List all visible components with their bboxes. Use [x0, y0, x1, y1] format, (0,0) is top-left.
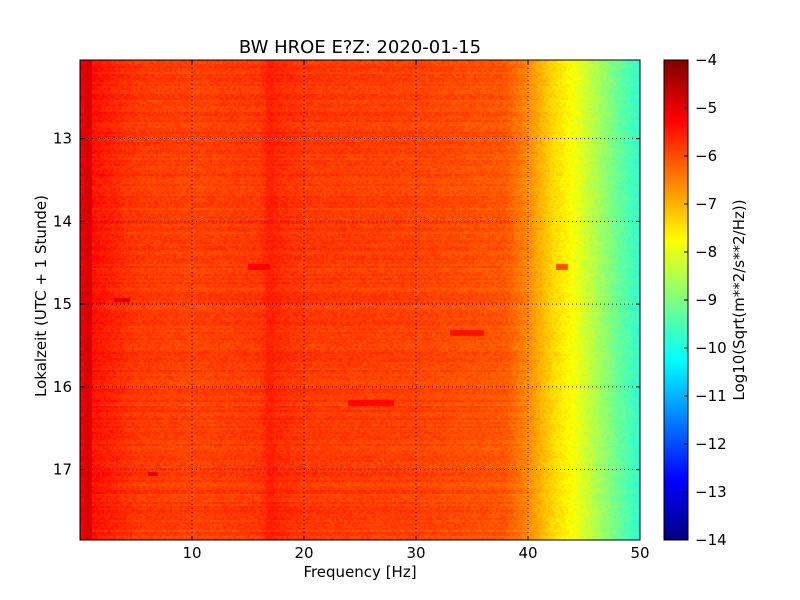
- x-tick-label: 10: [182, 544, 201, 562]
- colorbar-tick-label: −5: [695, 99, 717, 117]
- colorbar-tick-label: −13: [695, 483, 727, 501]
- chart-title: BW HROE E?Z: 2020-01-15: [239, 37, 481, 58]
- spectrogram-heatmap: [80, 60, 640, 540]
- y-axis-ticks: 13 14 15 16 17: [53, 130, 640, 479]
- y-tick-label: 14: [53, 212, 72, 230]
- y-tick-label: 15: [53, 295, 72, 313]
- x-tick-label: 30: [406, 544, 425, 562]
- colorbar-tick-label: −7: [695, 195, 717, 213]
- plot-frame: [79, 59, 641, 541]
- colorbar-tick-label: −10: [695, 339, 727, 357]
- x-axis-ticks: 10 20 30 40 50: [182, 60, 650, 562]
- colorbar-tick-label: −8: [695, 243, 717, 261]
- colorbar-tick-label: −6: [695, 147, 717, 165]
- colorbar-tick-label: −9: [695, 291, 717, 309]
- x-tick-label: 20: [294, 544, 313, 562]
- colorbar-tick-label: −4: [695, 51, 717, 69]
- grid-lines: [80, 60, 640, 540]
- heatmap-image: [80, 60, 640, 540]
- colorbar-tick-label: −14: [695, 531, 727, 549]
- colorbar-tick-label: −12: [695, 435, 727, 453]
- x-axis-label: Frequency [Hz]: [303, 563, 416, 581]
- colorbar-tick-label: −11: [695, 387, 727, 405]
- y-tick-label: 16: [53, 378, 72, 396]
- x-tick-label: 40: [518, 544, 537, 562]
- y-tick-label: 13: [53, 130, 72, 148]
- colorbar-ticks: −4 −5 −6 −7 −8 −9 −10 −11 −12 −13 −14: [684, 51, 727, 549]
- x-tick-label: 50: [630, 544, 649, 562]
- colorbar-label: Log10(Sqrt(m**2/s**2/Hz)): [730, 199, 748, 400]
- y-tick-label: 17: [53, 461, 72, 479]
- y-axis-label: Lokalzeit (UTC + 1 Stunde): [32, 195, 50, 397]
